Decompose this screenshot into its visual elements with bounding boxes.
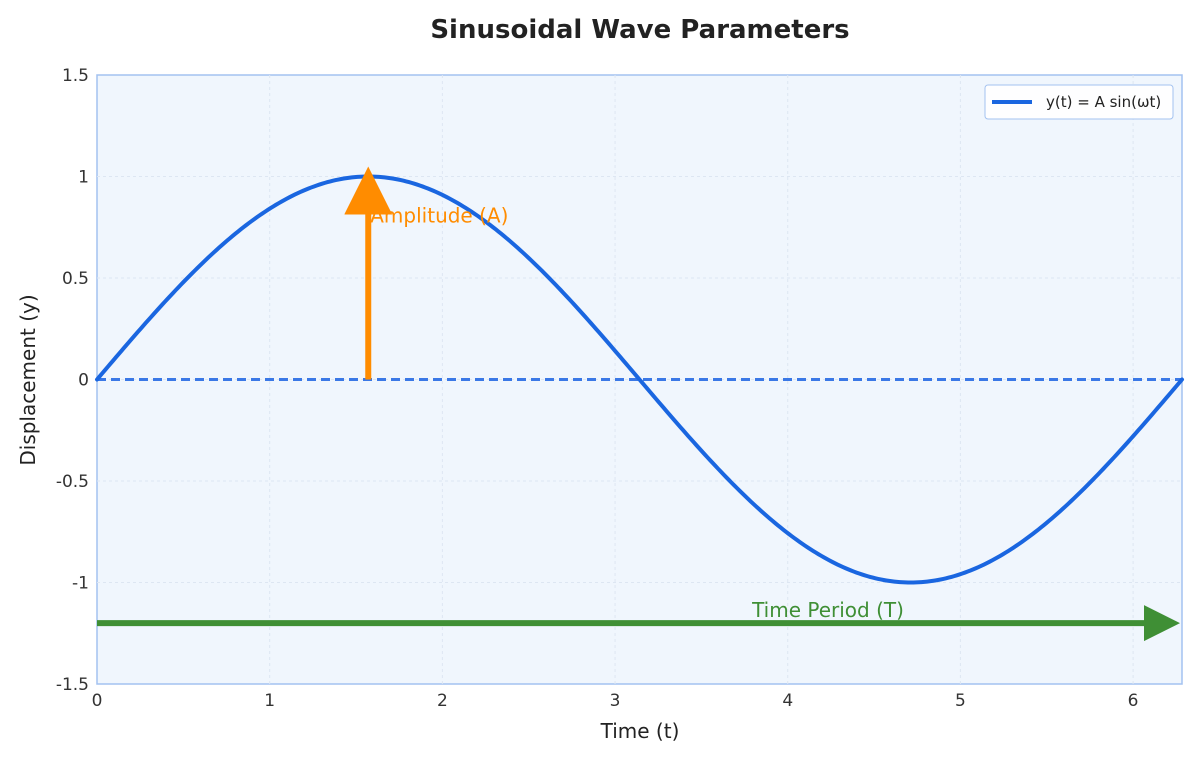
x-tick-label: 3 (610, 691, 621, 711)
y-tick-label: 1.5 (62, 66, 89, 86)
amplitude-label: Amplitude (A) (370, 204, 508, 228)
tick-labels: 0 1 2 3 4 5 6 1.5 1 0.5 0 -0.5 -1 -1.5 (56, 66, 1139, 711)
legend-label: y(t) = A sin(ωt) (1046, 93, 1161, 111)
x-tick-label: 5 (955, 691, 966, 711)
x-tick-label: 4 (782, 691, 793, 711)
x-tick-label: 1 (264, 691, 275, 711)
y-tick-label: -0.5 (56, 472, 89, 492)
y-tick-label: -1 (72, 574, 89, 594)
y-tick-label: 0 (78, 371, 89, 391)
legend: y(t) = A sin(ωt) (984, 84, 1174, 120)
x-tick-label: 0 (92, 691, 103, 711)
series-line-sine (95, 174, 1184, 585)
chart-title: Sinusoidal Wave Parameters (430, 15, 849, 45)
y-axis-label: Displacement (y) (16, 294, 40, 465)
series-layer (95, 174, 1184, 585)
time-period-label: Time Period (T) (751, 598, 904, 622)
x-tick-label: 2 (437, 691, 448, 711)
x-axis-label: Time (t) (600, 719, 680, 743)
legend-box (984, 84, 1174, 120)
y-tick-label: 1 (78, 168, 89, 188)
y-tick-label: -1.5 (56, 675, 89, 695)
annotations: Amplitude (A) Time Period (T) (97, 166, 1180, 642)
x-tick-label: 6 (1128, 691, 1139, 711)
y-tick-label: 0.5 (62, 269, 89, 289)
